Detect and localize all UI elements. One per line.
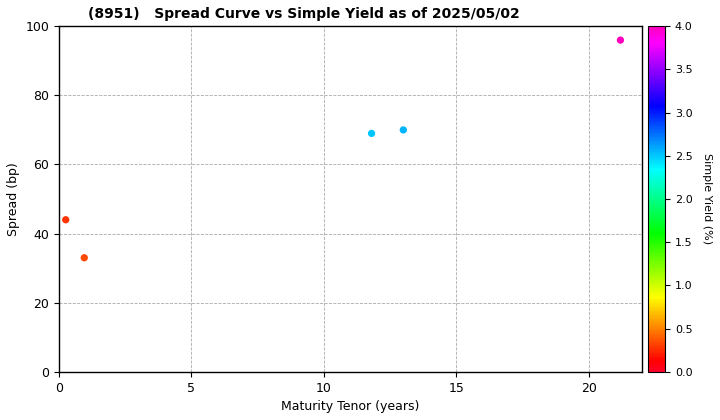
Point [366,130,377,137]
Point [615,37,626,43]
Point [60,216,71,223]
Y-axis label: Simple Yield (%): Simple Yield (%) [702,153,712,244]
Point [397,126,409,133]
X-axis label: Maturity Tenor (years): Maturity Tenor (years) [282,400,420,413]
Y-axis label: Spread (bp): Spread (bp) [7,162,20,236]
Point [78,255,90,261]
Text: (8951)   Spread Curve vs Simple Yield as of 2025/05/02: (8951) Spread Curve vs Simple Yield as o… [89,7,520,21]
